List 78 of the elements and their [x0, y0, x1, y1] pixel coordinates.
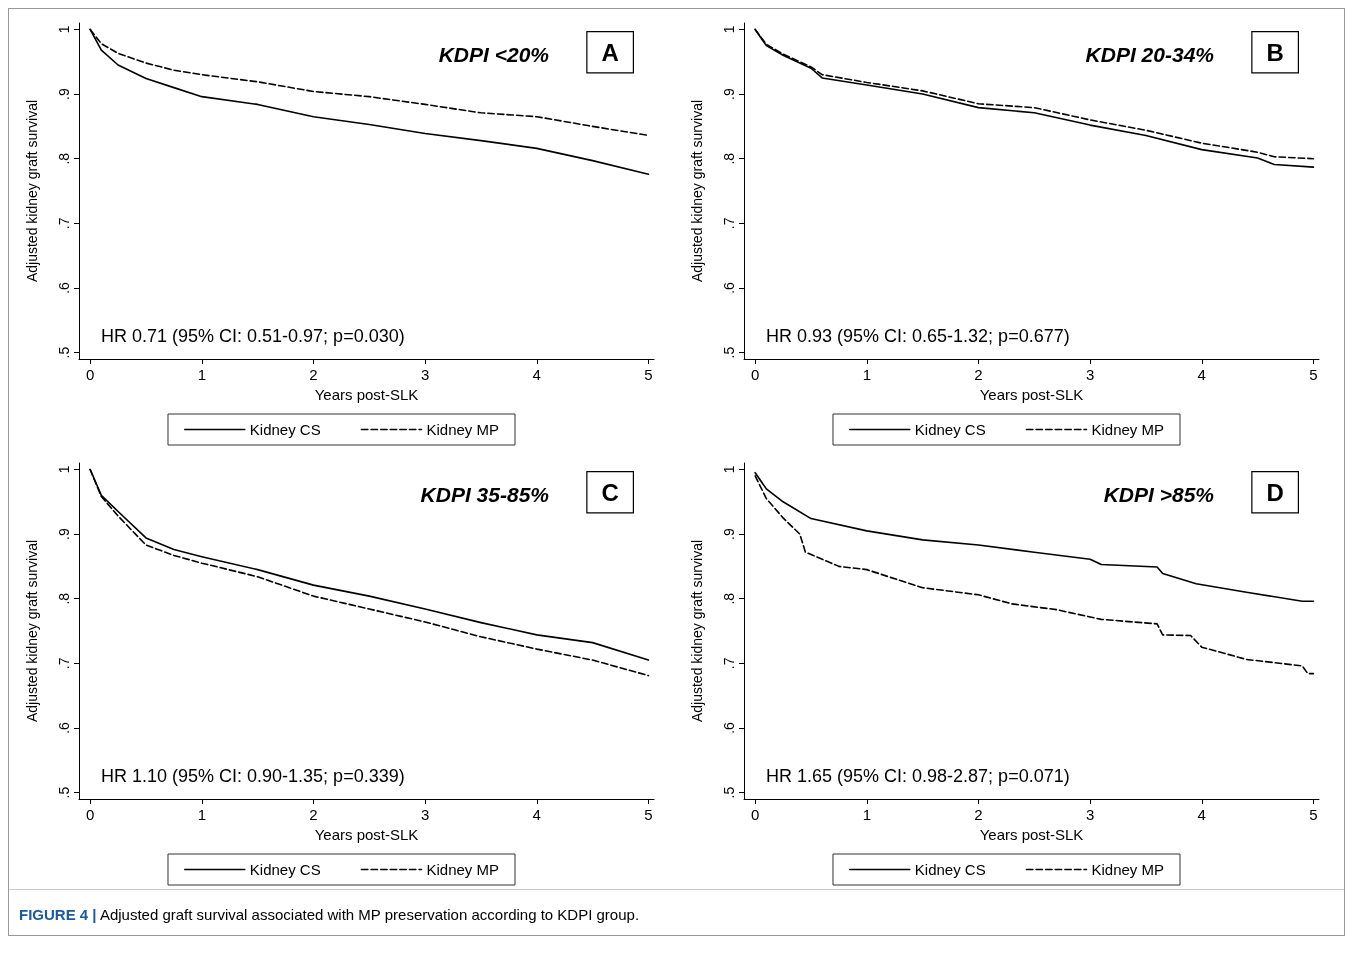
x-tick-label: 0 — [750, 366, 760, 383]
x-tick-label: 3 — [1085, 366, 1095, 383]
y-tick-label: .6 — [721, 281, 737, 294]
y-tick-label: .7 — [721, 217, 737, 230]
y-tick-label: .7 — [56, 657, 72, 670]
legend-label: Kidney MP — [426, 861, 500, 878]
x-tick-label: 1 — [197, 366, 206, 383]
y-tick-label: .5 — [56, 786, 72, 799]
annotation: D — [1266, 478, 1284, 506]
y-axis-title: Adjusted kidney graft survival — [689, 539, 705, 723]
x-tick-label: 2 — [309, 366, 318, 383]
text: KDPI <20% — [438, 43, 550, 66]
x-tick-label: 0 — [85, 806, 95, 823]
x-tick-label: 5 — [644, 806, 653, 823]
x-tick-label: 4 — [532, 366, 541, 383]
y-tick-label: .9 — [721, 88, 737, 100]
x-tick-label: 5 — [644, 366, 653, 383]
y-tick-label: .6 — [56, 721, 72, 734]
legend-label: Kidney CS — [249, 421, 321, 438]
y-tick-label: .6 — [56, 281, 72, 294]
x-tick-label: 0 — [85, 366, 95, 383]
annotation: HR 0.93 (95% CI: 0.65-1.32; p=0.677) — [766, 326, 1070, 346]
x-axis-title: Years post-SLK — [314, 385, 419, 403]
x-tick-label: 4 — [1197, 806, 1206, 823]
x-tick-label: 2 — [974, 806, 983, 823]
caption: FIGURE 4 | Adjusted graft survival associated with MP preservation according to KDPI group. — [9, 889, 1344, 935]
x-tick-label: 2 — [309, 806, 318, 823]
y-tick-label: .8 — [56, 592, 72, 605]
line-series — [754, 475, 1315, 675]
x-axis-title: Years post-SLK — [979, 825, 1084, 843]
x-tick-label: 5 — [1309, 366, 1318, 383]
y-tick-label: .5 — [721, 346, 737, 359]
y-tick-label: .8 — [56, 152, 72, 165]
x-tick-label: 3 — [420, 806, 430, 823]
y-tick-label: .9 — [56, 88, 72, 100]
x-tick-label: 0 — [750, 806, 760, 823]
y-tick-label: .7 — [56, 217, 72, 230]
legend-label: Kidney CS — [914, 421, 986, 438]
x-tick-label: 4 — [1197, 366, 1206, 383]
x-axis-title: Years post-SLK — [314, 825, 419, 843]
annotation: HR 1.65 (95% CI: 0.98-2.87; p=0.071) — [766, 766, 1070, 786]
y-tick-label: .7 — [721, 657, 737, 670]
y-tick-label: 1 — [721, 465, 737, 474]
legend-label: Kidney MP — [1091, 861, 1165, 878]
legend-label: Kidney CS — [914, 861, 986, 878]
y-tick-label: .8 — [721, 152, 737, 165]
x-tick-label: 1 — [197, 806, 206, 823]
text: KDPI >85% — [1103, 483, 1215, 506]
legend-label: Kidney MP — [426, 421, 500, 438]
annotation: HR 0.71 (95% CI: 0.51-0.97; p=0.030) — [101, 326, 405, 346]
legend-label: Kidney MP — [1091, 421, 1165, 438]
x-tick-label: 4 — [532, 806, 541, 823]
x-axis-title: Years post-SLK — [979, 385, 1084, 403]
x-tick-label: 2 — [974, 366, 983, 383]
y-tick-label: 1 — [56, 25, 72, 34]
annotation: B — [1266, 38, 1284, 66]
text: KDPI 35-85% — [420, 483, 550, 506]
x-tick-label: 1 — [862, 366, 871, 383]
y-tick-label: .5 — [721, 786, 737, 799]
y-tick-label: .9 — [721, 528, 737, 540]
text: KDPI 20-34% — [1085, 43, 1215, 66]
y-axis-title: Adjusted kidney graft survival — [24, 539, 40, 723]
annotation: A — [601, 38, 619, 66]
y-tick-label: .5 — [56, 346, 72, 359]
y-tick-label: 1 — [721, 25, 737, 34]
y-axis-title: Adjusted kidney graft survival — [689, 99, 705, 283]
y-tick-label: .8 — [721, 592, 737, 605]
y-axis-title: Adjusted kidney graft survival — [24, 99, 40, 283]
y-tick-label: .6 — [721, 721, 737, 734]
x-tick-label: 1 — [862, 806, 871, 823]
x-tick-label: 3 — [1085, 806, 1095, 823]
annotation: HR 1.10 (95% CI: 0.90-1.35; p=0.339) — [101, 766, 405, 786]
x-tick-label: 3 — [420, 366, 430, 383]
annotation: C — [601, 478, 619, 506]
y-tick-label: .9 — [56, 528, 72, 540]
x-tick-label: 5 — [1309, 806, 1318, 823]
y-tick-label: 1 — [56, 465, 72, 474]
legend-label: Kidney CS — [249, 861, 321, 878]
